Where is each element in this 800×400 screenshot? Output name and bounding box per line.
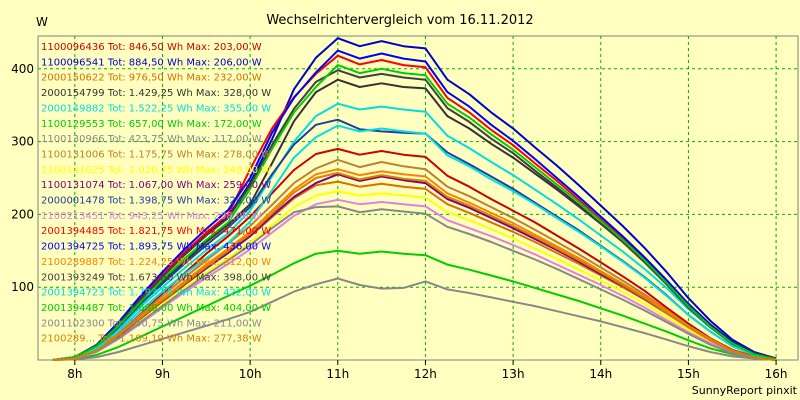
legend-entry: 1100096541 Tot: 884,50 Wh Max: 206,00 W xyxy=(41,57,262,68)
x-tick-label: 14h xyxy=(589,367,612,381)
axes: 8h 9h 10h 11h 12h 13h 14h 15h 16h 100 200 300 400 xyxy=(11,62,787,381)
legend-entry: 2001394487 Tot: 1.660,00 Wh Max: 404,00 … xyxy=(41,303,271,314)
y-tick-label: 400 xyxy=(11,62,34,76)
series-line-8 xyxy=(52,158,777,361)
x-tick-label: 10h xyxy=(239,367,262,381)
legend-entry: 1100130966 Tot: 423,75 Wh Max: 117,00 W xyxy=(41,134,262,145)
series-lines xyxy=(52,37,777,361)
x-tick-label: 9h xyxy=(155,367,170,381)
x-tick-label: 16h xyxy=(765,367,788,381)
x-tick-label: 13h xyxy=(502,367,525,381)
x-tick-label: 12h xyxy=(414,367,437,381)
series-line-5 xyxy=(52,102,777,361)
series-line-14 xyxy=(52,49,777,361)
legend-entry: 1100096436 Tot: 846,50 Wh Max: 203,00 W xyxy=(41,42,262,53)
x-tick-label: 8h xyxy=(67,367,82,381)
series-line-15 xyxy=(52,168,777,361)
x-tick-label: 11h xyxy=(326,367,349,381)
y-tick-label: 300 xyxy=(11,135,34,149)
legend-entry: 2000149882 Tot: 1.522,25 Wh Max: 355,00 … xyxy=(41,103,271,114)
legend-entry: 2001102300 Tot: 750,75 Wh Max: 211,00 W xyxy=(41,318,262,329)
legend-entry: 1100131006 Tot: 1.175,75 Wh Max: 278,00 … xyxy=(41,149,271,160)
chart-title: Wechselrichtervergleich vom 16.11.2012 xyxy=(266,13,533,28)
legend-entry: 2000154799 Tot: 1.429,25 Wh Max: 328,00 … xyxy=(41,88,271,99)
series-line-9 xyxy=(52,190,777,361)
legend: 1100096436 Tot: 846,50 Wh Max: 203,00 W 1… xyxy=(41,42,271,345)
legend-entry: 2001394723 Tot: 1.793,75 Wh Max: 422,00 … xyxy=(41,288,271,299)
series-line-19 xyxy=(52,205,777,361)
legend-entry: 2000001478 Tot: 1.398,75 Wh Max: 328,00 … xyxy=(41,196,271,207)
legend-entry: 2000150622 Tot: 976,50 Wh Max: 232,00 W xyxy=(41,73,262,84)
series-line-18 xyxy=(52,64,777,361)
legend-entry: 2001394485 Tot: 1.821,75 Wh Max: 471,00 … xyxy=(41,226,271,237)
grid xyxy=(38,36,798,360)
y-tick-label: 100 xyxy=(11,280,34,294)
legend-entry: 2100289... Tot: 1.169,19 Wh Max: 277,38 … xyxy=(41,334,262,345)
series-line-20 xyxy=(52,171,777,361)
y-tick-label: 200 xyxy=(11,207,34,221)
legend-entry: 1100129553 Tot: 657,00 Wh Max: 172,00 W xyxy=(41,119,262,130)
legend-entry: 2001393249 Tot: 1.673,50 Wh Max: 398,00 … xyxy=(41,272,271,283)
series-line-6 xyxy=(52,249,777,361)
series-line-17 xyxy=(52,124,777,361)
y-axis-label: W xyxy=(36,15,48,29)
x-tick-label: 15h xyxy=(677,367,700,381)
series-line-16 xyxy=(52,69,777,361)
series-line-7 xyxy=(52,277,777,361)
series-line-12 xyxy=(52,198,777,361)
legend-entry: 1100213451 Tot: 943,25 Wh Max: 238,00 W xyxy=(41,211,262,222)
legend-entry: 1100131074 Tot: 1.067,00 Wh Max: 259,00 … xyxy=(41,180,271,191)
legend-entry: 2100289887 Tot: 1.224,25 Wh Max: 312,00 … xyxy=(41,257,271,268)
chart-footer: SunnyReport pinxit xyxy=(692,384,798,397)
legend-entry: 2001394725 Tot: 1.893,75 Wh Max: 436,00 … xyxy=(41,242,271,253)
legend-entry: 1100131025 Tot: 1.020,75 Wh Max: 249,00 … xyxy=(41,165,271,176)
